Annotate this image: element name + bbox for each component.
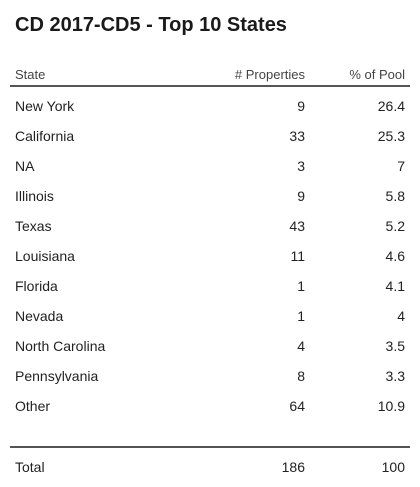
row-properties: 9: [297, 98, 305, 114]
table-row: California 33 25.3: [10, 126, 410, 146]
row-state: Texas: [15, 218, 52, 234]
row-pool: 4.1: [385, 278, 405, 294]
table-row: North Carolina 4 3.5: [10, 336, 410, 356]
table-row: Louisiana 11 4.6: [10, 246, 410, 266]
table-row: New York 9 26.4: [10, 96, 410, 116]
row-properties: 1: [297, 308, 305, 324]
row-properties: 4: [297, 338, 305, 354]
row-state: California: [15, 128, 75, 144]
row-properties: 1: [297, 278, 305, 294]
row-pool: 3.3: [385, 368, 405, 384]
row-state: North Carolina: [15, 338, 106, 354]
row-state: Pennsylvania: [15, 368, 99, 384]
table-row: Nevada 1 4: [10, 306, 410, 326]
row-pool: 4: [397, 308, 405, 324]
table-row: Texas 43 5.2: [10, 216, 410, 236]
row-properties: 33: [289, 128, 305, 144]
total-pool: 100: [381, 459, 405, 475]
row-properties: 8: [297, 368, 305, 384]
row-state: Illinois: [15, 188, 54, 204]
row-properties: 3: [297, 158, 305, 174]
table-row: Florida 1 4.1: [10, 276, 410, 296]
table-row: Other 64 10.9: [10, 396, 410, 416]
row-pool: 7: [397, 158, 405, 174]
row-pool: 10.9: [377, 398, 405, 414]
table-row: NA 3 7: [10, 156, 410, 176]
row-state: New York: [15, 98, 75, 114]
total-label: Total: [15, 459, 45, 475]
total-row: Total 186 100: [10, 457, 410, 477]
page-title: CD 2017-CD5 - Top 10 States: [15, 14, 287, 36]
column-header-pool: % of Pool: [349, 67, 405, 82]
row-pool: 4.6: [385, 248, 405, 264]
row-pool: 5.2: [385, 218, 405, 234]
row-state: Florida: [15, 278, 58, 294]
row-properties: 43: [289, 218, 305, 234]
row-properties: 64: [289, 398, 305, 414]
row-properties: 9: [297, 188, 305, 204]
table-header: State # Properties % of Pool: [10, 65, 410, 85]
row-pool: 5.8: [385, 188, 405, 204]
row-properties: 11: [290, 248, 305, 264]
row-pool: 26.4: [377, 98, 405, 114]
row-state: NA: [15, 158, 35, 174]
table-row: Illinois 9 5.8: [10, 186, 410, 206]
row-pool: 25.3: [377, 128, 405, 144]
column-header-properties: # Properties: [234, 67, 305, 82]
row-state: Louisiana: [15, 248, 75, 264]
row-state: Nevada: [15, 308, 64, 324]
header-divider: [10, 85, 410, 87]
total-properties: 186: [281, 459, 305, 475]
column-header-state: State: [15, 67, 46, 82]
table-row: Pennsylvania 8 3.3: [10, 366, 410, 386]
row-pool: 3.5: [385, 338, 405, 354]
row-state: Other: [15, 398, 51, 414]
total-divider: [10, 446, 410, 448]
